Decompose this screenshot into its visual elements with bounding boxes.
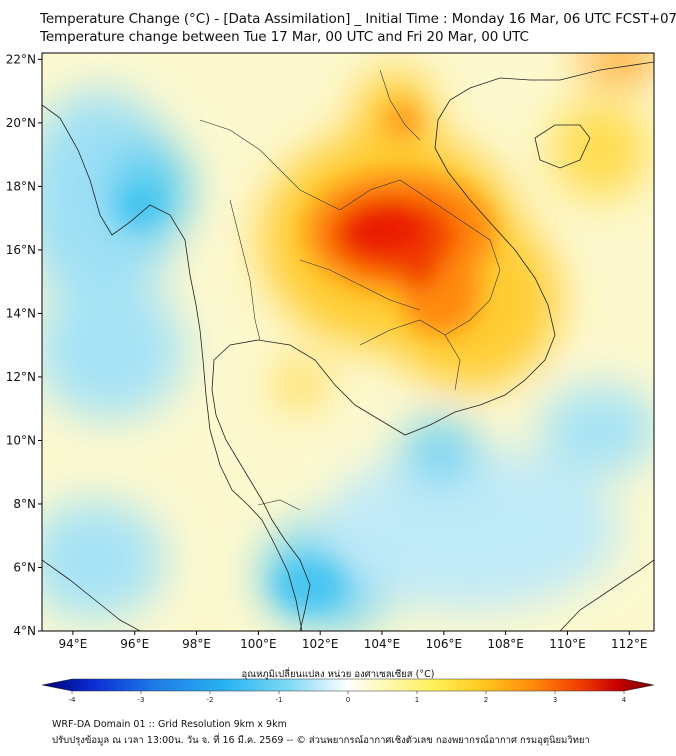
border-line (339, 179, 501, 336)
lat-label: 14°N (6, 306, 36, 320)
lon-label: 106°E (426, 637, 463, 651)
colorbar-tick-label: 0 (346, 696, 350, 704)
border-line (257, 499, 301, 511)
colorbar-tick-label: 2 (484, 696, 488, 704)
lat-label: 22°N (6, 52, 36, 66)
colorbar-tick-label: 4 (622, 696, 627, 704)
coastlines (42, 61, 654, 631)
lon-label: 108°E (487, 637, 524, 651)
footer-update-info: ปรับปรุงข้อมูล ณ เวลา 13:00น. วัน จ. ที่… (52, 735, 590, 746)
hainan-island (534, 124, 591, 169)
lon-label: 94°E (58, 637, 87, 651)
colorbar-tick-label: -3 (138, 696, 145, 704)
lat-label: 6°N (13, 560, 36, 574)
colorbar-ticks: -4 -3 -2 -1 0 1 2 3 4 (69, 691, 627, 704)
lat-label: 4°N (13, 624, 36, 638)
lon-label: 110°E (549, 637, 586, 651)
mainland-coast-east (211, 61, 654, 631)
colorbar-title: อุณหภูมิเปลี่ยนแปลง หน่วย องศาเซลเซียส (… (241, 669, 435, 680)
map-title: Temperature Change (°C) - [Data Assimila… (40, 11, 676, 27)
lat-label: 12°N (6, 370, 36, 384)
latitude-axis: 22°N 20°N 18°N 16°N 14°N 12°N 10°N 8°N 6°N 4°N (6, 52, 42, 638)
border-line (379, 69, 421, 141)
footer-model-info: WRF-DA Domain 01 :: Grid Resolution 9km … (52, 719, 287, 730)
sumatra-coast (42, 559, 141, 631)
colorbar-tick-label: -4 (69, 696, 77, 704)
colorbar-tick-label: -1 (276, 696, 283, 704)
lat-label: 10°N (6, 433, 36, 447)
lon-label: 96°E (120, 637, 149, 651)
lat-label: 20°N (6, 116, 36, 130)
map-subtitle: Temperature change between Tue 17 Mar, 0… (40, 29, 529, 45)
lon-label: 100°E (240, 637, 277, 651)
borneo-coast (559, 559, 654, 631)
lon-label: 102°E (302, 637, 339, 651)
border-line (199, 119, 341, 211)
borders (199, 69, 501, 511)
colorbar-tick-label: -2 (207, 696, 214, 704)
border-line (359, 319, 461, 391)
longitude-axis: 94°E 96°E 98°E 100°E 102°E 104°E 106°E 108°E 110… (58, 631, 648, 651)
lat-label: 8°N (13, 497, 36, 511)
lat-label: 16°N (6, 243, 36, 257)
temperature-field (42, 53, 654, 631)
lat-label: 18°N (6, 179, 36, 193)
lon-label: 104°E (364, 637, 401, 651)
mainland-coast-west (42, 104, 303, 631)
border-line (299, 259, 421, 311)
colorbar-tick-label: 3 (553, 696, 557, 704)
border-line (229, 199, 261, 341)
lon-label: 98°E (182, 637, 211, 651)
lon-label: 112°E (611, 637, 648, 651)
colorbar: -4 -3 -2 -1 0 1 2 3 4 (41, 678, 655, 704)
map-frame (41, 52, 655, 632)
colorbar-tick-label: 1 (415, 696, 419, 704)
